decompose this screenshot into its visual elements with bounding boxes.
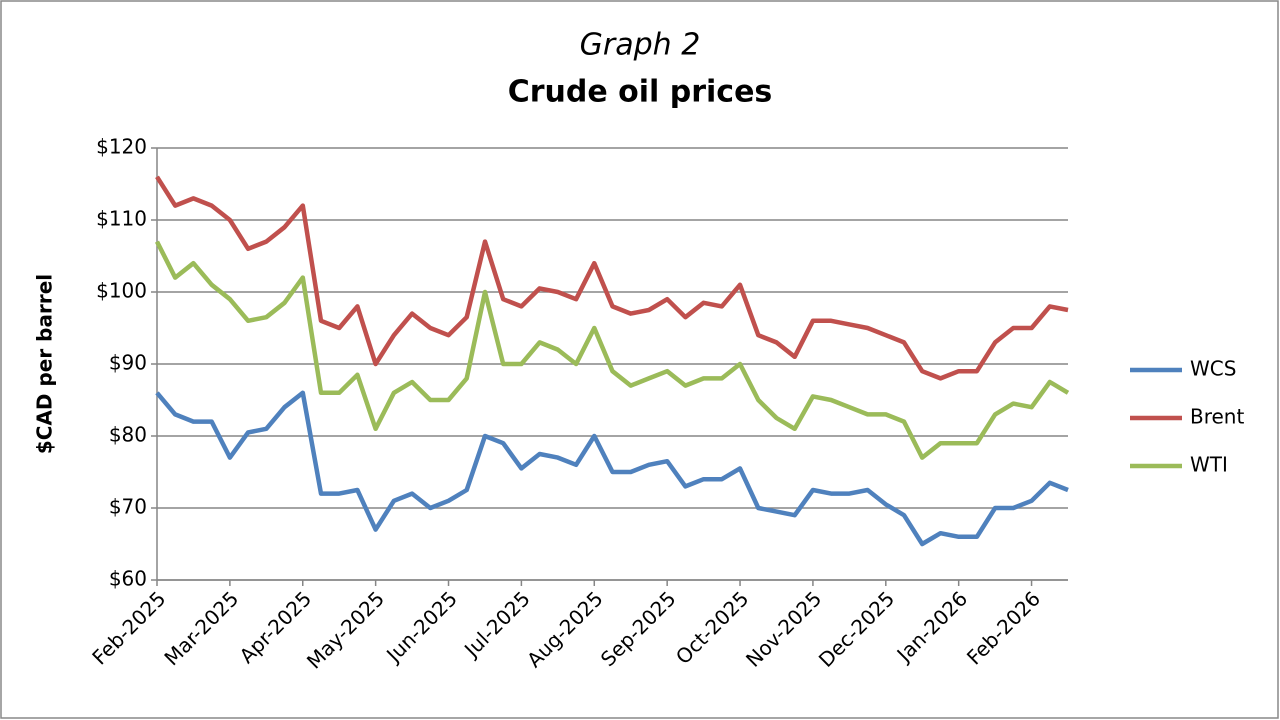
y-tick-label: $120 (96, 135, 147, 159)
y-tick-label: $90 (109, 351, 147, 375)
chart-subtitle: Crude oil prices (508, 75, 773, 110)
legend-label: Brent (1190, 405, 1244, 429)
y-tick-label: $80 (109, 423, 147, 447)
y-tick-label: $100 (96, 279, 147, 303)
y-tick-label: $110 (96, 207, 147, 231)
series-line (155, 175, 1069, 381)
chart-title: Graph 2 (580, 28, 701, 63)
y-tick-label: $70 (109, 495, 147, 519)
series-line (155, 390, 1069, 547)
y-axis-label: $CAD per barrel (33, 274, 57, 454)
legend-label: WCS (1190, 357, 1236, 381)
legend-label: WTI (1190, 453, 1228, 477)
series-line (154, 240, 1070, 460)
y-tick-label: $60 (109, 567, 147, 591)
